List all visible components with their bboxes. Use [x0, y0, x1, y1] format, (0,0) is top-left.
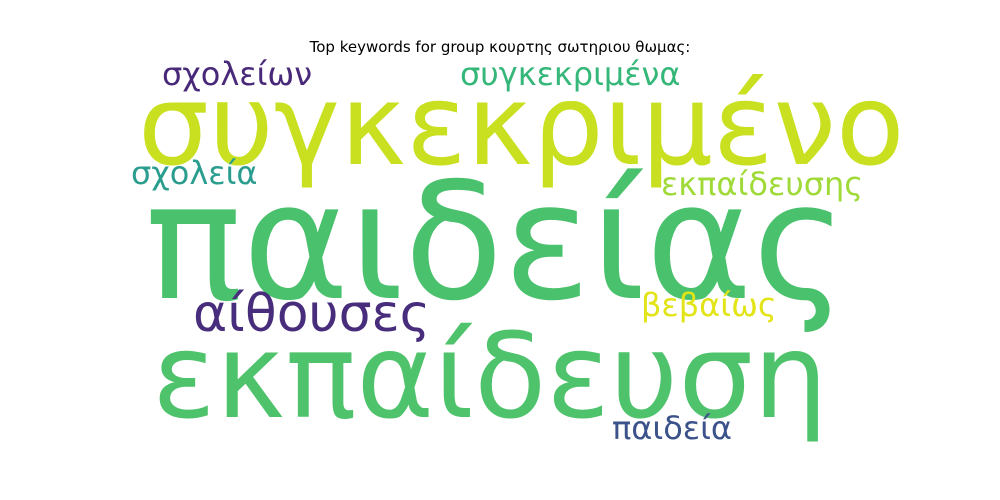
- word-cloud-term: εκπαίδευσης: [661, 165, 864, 203]
- word-cloud-term: βεβαίως: [641, 286, 777, 324]
- word-cloud-term: σχολεία: [131, 154, 258, 192]
- word-cloud-term: σχολείων: [162, 55, 313, 93]
- word-cloud-term: παιδεία: [612, 409, 732, 447]
- word-cloud-term: αίθουσες: [193, 284, 431, 344]
- word-cloud-term: εκπαίδευση: [152, 307, 828, 445]
- word-cloud-term: συγκεκριμένο: [138, 61, 905, 191]
- wordcloud-title: Top keywords for group κουρτης σωτηριου …: [309, 38, 691, 56]
- word-cloud-term: παιδείας: [145, 149, 848, 337]
- word-cloud-term: συγκεκριμένα: [460, 55, 681, 93]
